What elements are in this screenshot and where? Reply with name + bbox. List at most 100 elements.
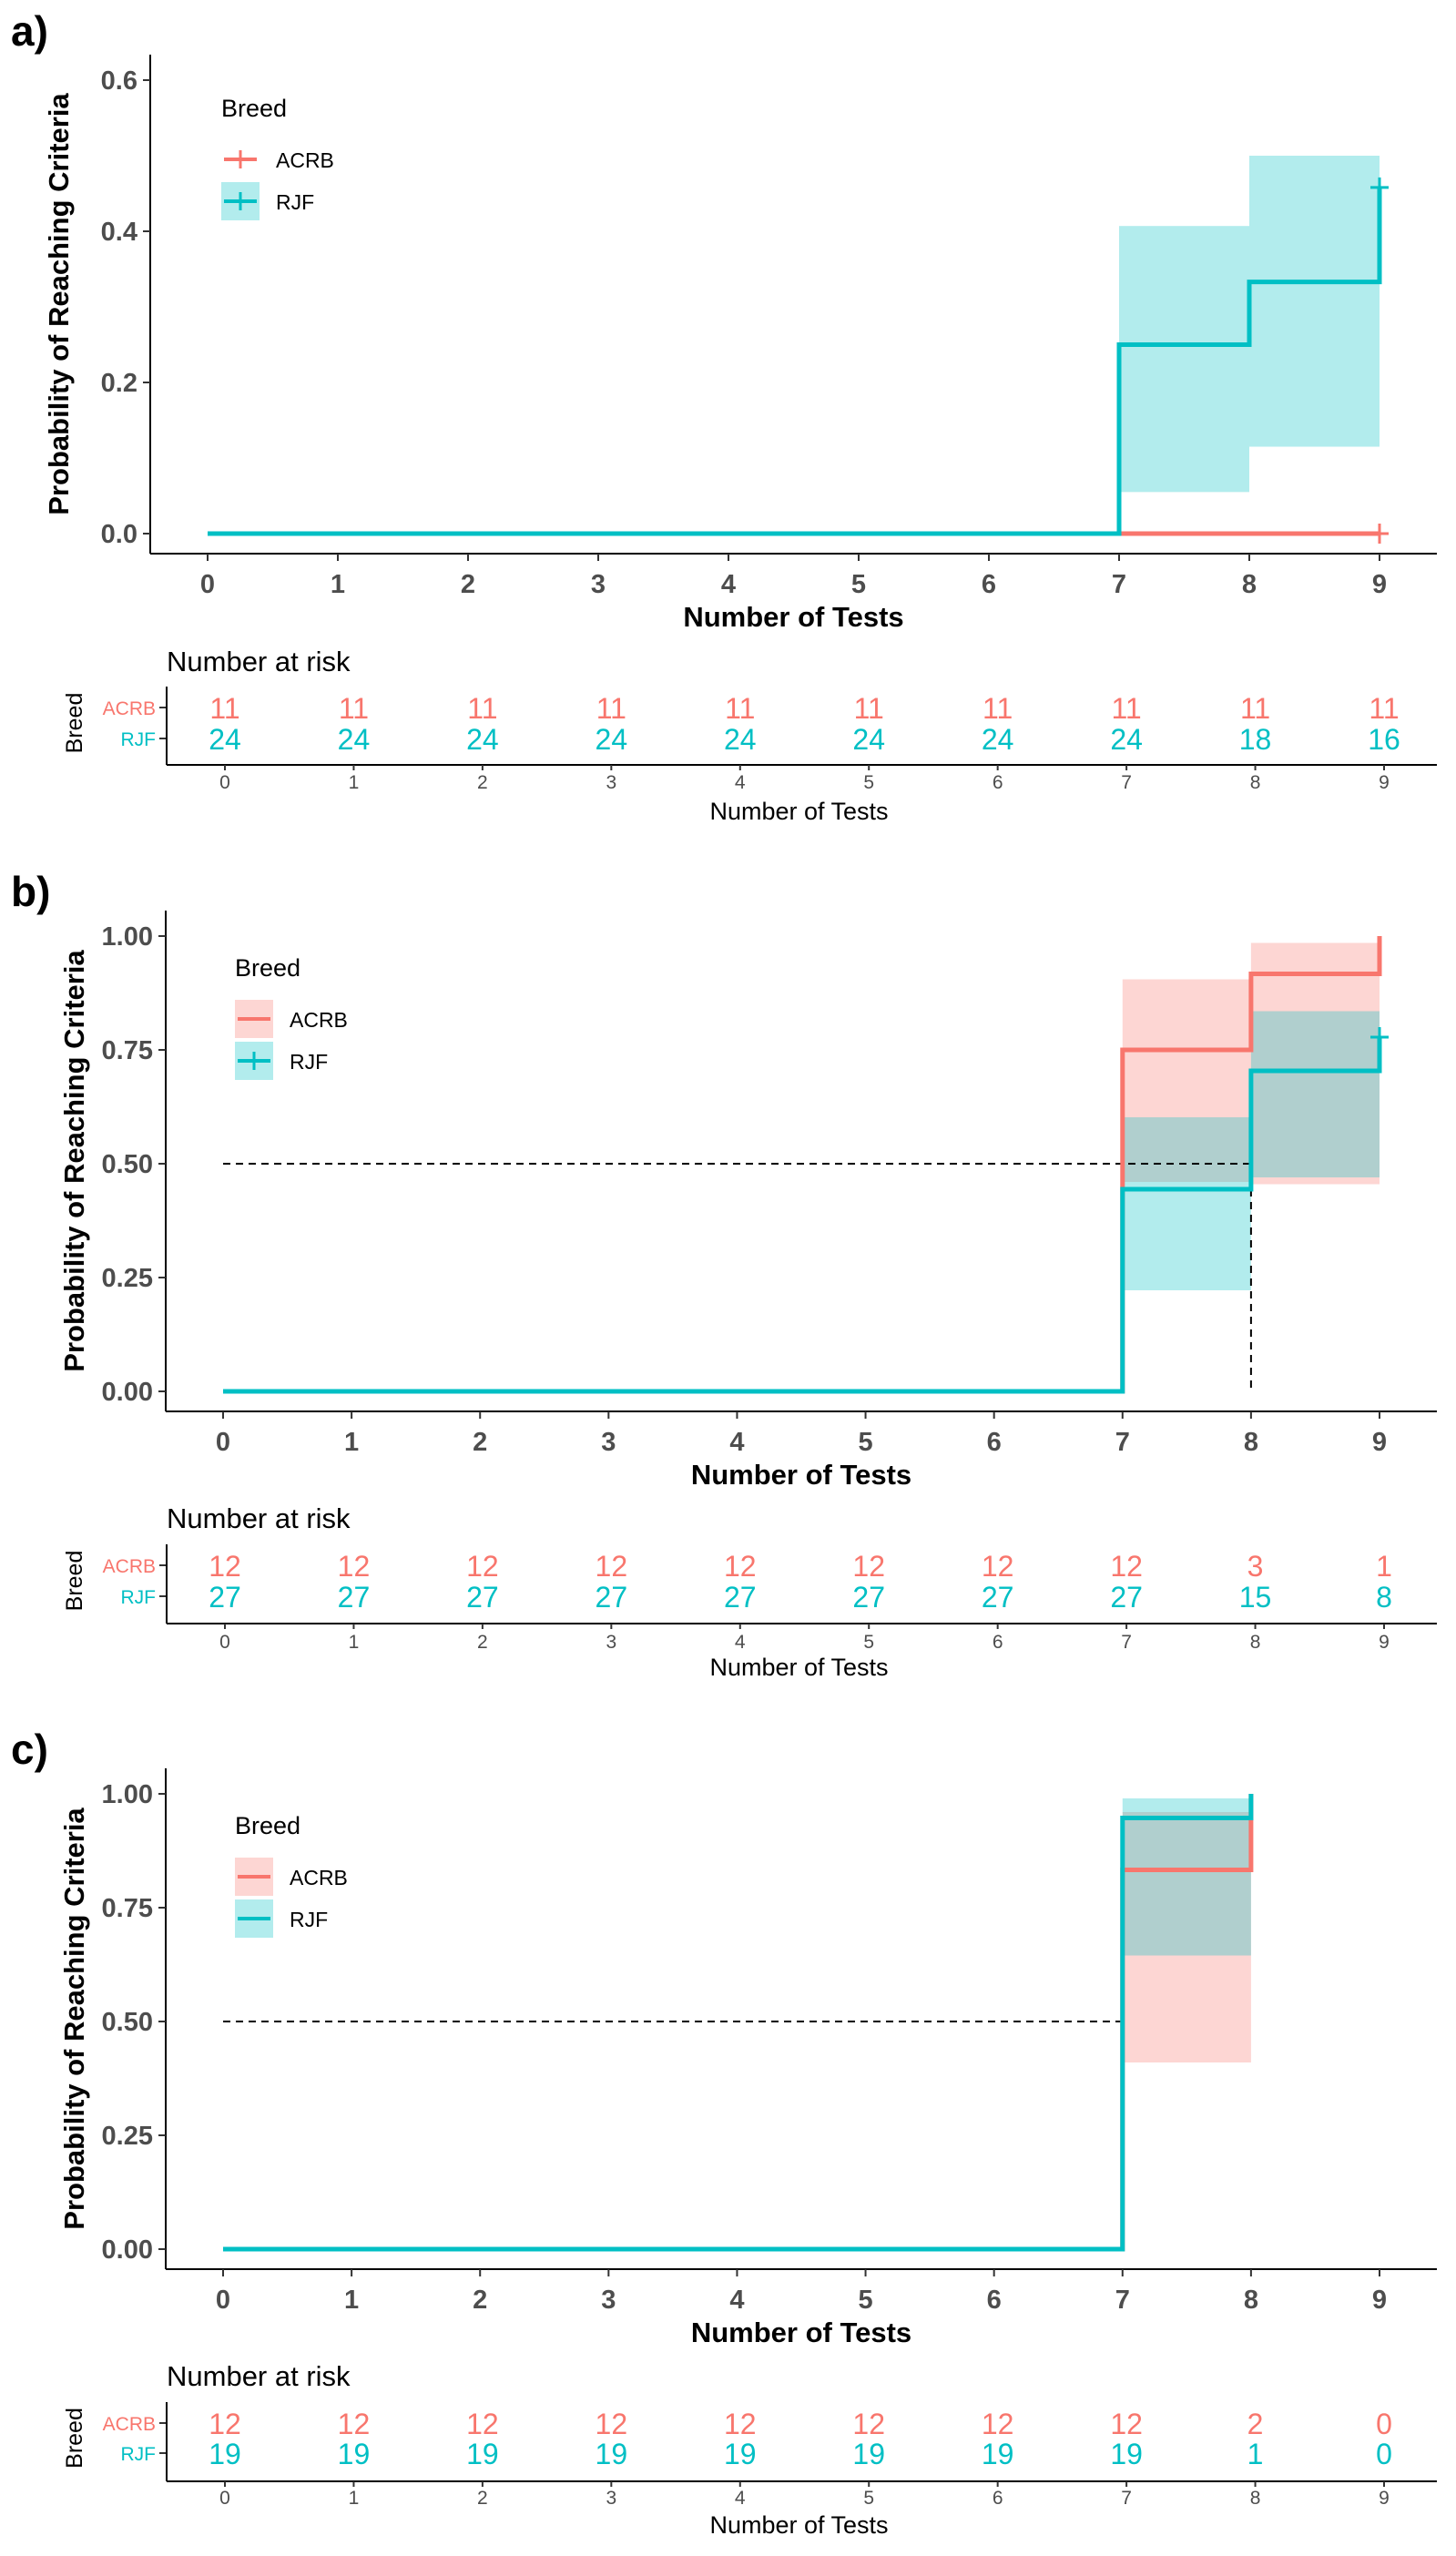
x-tick-label: 1 xyxy=(344,1428,359,1457)
risk-x-tick-label: 9 xyxy=(1379,1632,1390,1653)
y-tick-label: 0.00 xyxy=(102,1378,153,1407)
legend-title: Breed xyxy=(235,1812,300,1839)
y-axis-title: Probability of Reaching Criteria xyxy=(58,1808,90,2230)
y-tick-label: 0.25 xyxy=(102,1264,153,1293)
risk-x-axis-title: Number of Tests xyxy=(709,1654,888,1681)
risk-count-rjf: 19 xyxy=(596,2438,628,2470)
risk-count-rjf: 24 xyxy=(466,723,499,756)
x-tick-label: 3 xyxy=(601,2286,616,2315)
ci-band-acrb xyxy=(1122,1812,1251,2062)
risk-table-title: Number at risk xyxy=(167,2360,351,2392)
risk-count-acrb: 2 xyxy=(1247,2408,1264,2440)
risk-count-acrb: 12 xyxy=(852,1550,885,1583)
risk-count-acrb: 12 xyxy=(1110,1550,1143,1583)
y-tick-label: 0.4 xyxy=(101,218,137,247)
risk-x-tick-label: 6 xyxy=(993,1632,1003,1653)
risk-count-rjf: 1 xyxy=(1247,2438,1264,2470)
risk-count-rjf: 24 xyxy=(982,723,1014,756)
y-tick-label: 0.2 xyxy=(101,369,137,398)
legend-label-rjf: RJF xyxy=(276,190,314,214)
risk-count-acrb: 11 xyxy=(854,692,884,725)
risk-count-rjf: 0 xyxy=(1376,2438,1392,2470)
risk-count-rjf: 16 xyxy=(1368,723,1400,756)
risk-x-tick-label: 4 xyxy=(735,772,746,793)
risk-x-tick-label: 8 xyxy=(1250,2488,1261,2509)
legend-title: Breed xyxy=(221,95,287,122)
risk-count-acrb: 11 xyxy=(339,692,369,725)
y-tick-label: 1.00 xyxy=(102,922,153,952)
risk-count-acrb: 11 xyxy=(983,692,1013,725)
legend-title: Breed xyxy=(235,954,300,982)
risk-x-tick-label: 4 xyxy=(735,1632,746,1653)
x-tick-label: 3 xyxy=(591,570,606,599)
risk-x-tick-label: 4 xyxy=(735,2488,746,2509)
x-tick-label: 2 xyxy=(461,570,475,599)
km-curve-rjf xyxy=(223,1037,1382,1394)
risk-x-tick-label: 6 xyxy=(993,772,1003,793)
risk-count-acrb: 11 xyxy=(725,692,755,725)
panel-label: b) xyxy=(11,868,50,915)
risk-x-tick-label: 3 xyxy=(606,2488,616,2509)
risk-count-rjf: 19 xyxy=(724,2438,757,2470)
risk-x-tick-label: 2 xyxy=(477,2488,488,2509)
risk-count-acrb: 11 xyxy=(596,692,626,725)
ci-band-acrb xyxy=(1250,942,1380,1185)
ci-band-rjf xyxy=(1122,1798,1251,1956)
x-axis-title: Number of Tests xyxy=(691,2317,911,2348)
risk-count-rjf: 27 xyxy=(209,1581,241,1614)
risk-x-tick-label: 1 xyxy=(349,2488,360,2509)
risk-count-acrb: 12 xyxy=(1110,2408,1143,2440)
x-tick-label: 9 xyxy=(1372,1428,1387,1457)
risk-strata-acrb: ACRB xyxy=(103,2414,156,2435)
ci-band-rjf xyxy=(1122,1117,1251,1290)
risk-count-rjf: 24 xyxy=(724,723,757,756)
km-curve-rjf xyxy=(208,187,1382,536)
risk-x-tick-label: 7 xyxy=(1121,2488,1132,2509)
risk-x-tick-label: 0 xyxy=(219,1632,230,1653)
risk-count-rjf: 19 xyxy=(338,2438,371,2470)
risk-x-tick-label: 8 xyxy=(1250,1632,1261,1653)
risk-table-title: Number at risk xyxy=(167,646,351,677)
ci-band-rjf xyxy=(1250,1011,1380,1177)
risk-count-acrb: 11 xyxy=(209,692,239,725)
risk-count-rjf: 24 xyxy=(1110,723,1143,756)
risk-count-rjf: 15 xyxy=(1239,1581,1272,1614)
risk-count-acrb: 12 xyxy=(982,1550,1014,1583)
risk-x-tick-label: 9 xyxy=(1379,772,1390,793)
y-tick-label: 0.75 xyxy=(102,1036,153,1065)
x-tick-label: 7 xyxy=(1115,2286,1130,2315)
risk-x-axis-title: Number of Tests xyxy=(709,798,888,825)
risk-count-rjf: 19 xyxy=(466,2438,499,2470)
risk-x-tick-label: 1 xyxy=(349,1632,360,1653)
risk-count-acrb: 1 xyxy=(1376,1550,1392,1583)
x-tick-label: 1 xyxy=(331,570,345,599)
y-tick-label: 1.00 xyxy=(102,1780,153,1809)
risk-count-acrb: 12 xyxy=(338,1550,371,1583)
risk-x-tick-label: 3 xyxy=(606,772,616,793)
risk-count-acrb: 11 xyxy=(467,692,497,725)
risk-count-acrb: 0 xyxy=(1376,2408,1392,2440)
risk-count-rjf: 27 xyxy=(724,1581,757,1614)
y-tick-label: 0.00 xyxy=(102,2235,153,2265)
risk-count-acrb: 12 xyxy=(982,2408,1014,2440)
risk-x-tick-label: 7 xyxy=(1121,772,1132,793)
x-tick-label: 2 xyxy=(473,1428,487,1457)
x-tick-label: 3 xyxy=(601,1428,616,1457)
risk-x-tick-label: 3 xyxy=(606,1632,616,1653)
risk-count-acrb: 12 xyxy=(596,1550,628,1583)
risk-table-ylabel: Breed xyxy=(62,693,87,754)
risk-table-title: Number at risk xyxy=(167,1502,351,1534)
risk-count-rjf: 24 xyxy=(852,723,885,756)
risk-count-acrb: 12 xyxy=(852,2408,885,2440)
risk-x-tick-label: 7 xyxy=(1121,1632,1132,1653)
risk-count-acrb: 12 xyxy=(724,1550,757,1583)
risk-count-rjf: 19 xyxy=(982,2438,1014,2470)
km-curve-rjf xyxy=(223,1794,1254,2252)
risk-count-rjf: 27 xyxy=(852,1581,885,1614)
risk-count-acrb: 12 xyxy=(466,2408,499,2440)
risk-count-acrb: 12 xyxy=(338,2408,371,2440)
risk-count-rjf: 27 xyxy=(1110,1581,1143,1614)
x-tick-label: 9 xyxy=(1372,2286,1387,2315)
